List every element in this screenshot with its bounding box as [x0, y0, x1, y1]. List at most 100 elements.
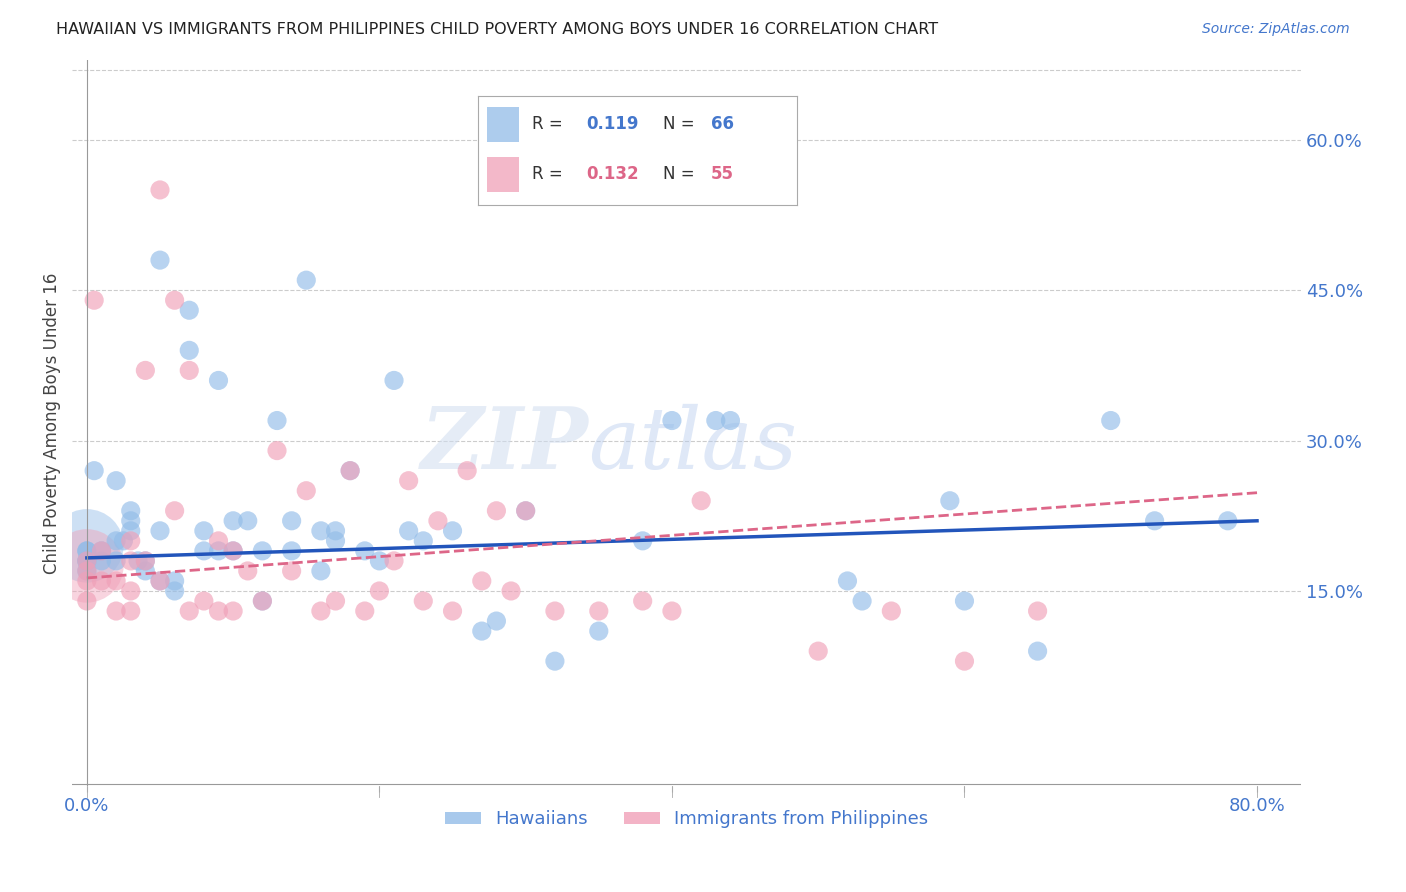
Point [83, 464, 105, 478]
Point [456, 464, 478, 478]
Point [368, 554, 391, 568]
Point [382, 373, 405, 387]
Point [252, 594, 274, 608]
Point [120, 514, 142, 528]
Point [851, 594, 873, 608]
Point [76, 544, 98, 558]
Point [880, 604, 903, 618]
Point [325, 524, 347, 538]
Point [149, 183, 172, 197]
Point [266, 443, 288, 458]
Point [120, 604, 142, 618]
Point [149, 524, 172, 538]
Point [120, 554, 142, 568]
Point [76, 544, 98, 558]
Point [544, 654, 567, 668]
Point [90, 544, 112, 558]
Point [222, 514, 245, 528]
Point [222, 544, 245, 558]
Point [295, 483, 318, 498]
Point [266, 413, 288, 427]
Legend: Hawaiians, Immigrants from Philippines: Hawaiians, Immigrants from Philippines [437, 803, 936, 836]
Point [382, 554, 405, 568]
Point [76, 554, 98, 568]
Text: Source: ZipAtlas.com: Source: ZipAtlas.com [1202, 22, 1350, 37]
Point [398, 524, 420, 538]
Point [1026, 604, 1049, 618]
Point [295, 273, 318, 287]
Point [207, 544, 229, 558]
Point [90, 554, 112, 568]
Point [134, 564, 156, 578]
Point [149, 574, 172, 588]
Point [837, 574, 859, 588]
Point [309, 524, 332, 538]
Point [280, 514, 302, 528]
Point [76, 554, 98, 568]
Point [163, 574, 186, 588]
Point [661, 413, 683, 427]
Point [807, 644, 830, 658]
Point [90, 574, 112, 588]
Point [105, 604, 128, 618]
Point [149, 253, 172, 268]
Point [426, 514, 449, 528]
Point [76, 539, 98, 553]
Point [134, 554, 156, 568]
Point [193, 594, 215, 608]
Point [398, 474, 420, 488]
Point [368, 584, 391, 599]
Point [515, 504, 537, 518]
Point [207, 604, 229, 618]
Point [471, 624, 494, 638]
Point [588, 604, 610, 618]
Point [90, 544, 112, 558]
Point [704, 413, 727, 427]
Point [149, 574, 172, 588]
Point [207, 533, 229, 548]
Point [179, 604, 201, 618]
Point [280, 544, 302, 558]
Point [1026, 644, 1049, 658]
Point [76, 564, 98, 578]
Point [339, 464, 361, 478]
Point [353, 544, 375, 558]
Point [179, 343, 201, 358]
Point [631, 594, 654, 608]
Point [105, 574, 128, 588]
Point [252, 594, 274, 608]
Point [471, 574, 494, 588]
Point [76, 554, 98, 568]
Point [163, 504, 186, 518]
Point [412, 594, 434, 608]
Point [953, 654, 976, 668]
Text: ZIP: ZIP [420, 403, 588, 487]
Point [193, 544, 215, 558]
Point [515, 504, 537, 518]
Point [939, 493, 962, 508]
Point [120, 524, 142, 538]
Point [309, 564, 332, 578]
Point [325, 594, 347, 608]
Point [105, 554, 128, 568]
Text: atlas: atlas [588, 403, 797, 486]
Text: HAWAIIAN VS IMMIGRANTS FROM PHILIPPINES CHILD POVERTY AMONG BOYS UNDER 16 CORREL: HAWAIIAN VS IMMIGRANTS FROM PHILIPPINES … [56, 22, 938, 37]
Point [105, 533, 128, 548]
Point [163, 584, 186, 599]
Point [280, 564, 302, 578]
Point [325, 533, 347, 548]
Point [120, 584, 142, 599]
Point [207, 373, 229, 387]
Point [76, 594, 98, 608]
Point [236, 564, 259, 578]
Point [720, 413, 742, 427]
Point [412, 533, 434, 548]
Point [953, 594, 976, 608]
Point [339, 464, 361, 478]
Point [441, 604, 464, 618]
Point [120, 533, 142, 548]
Point [353, 604, 375, 618]
Point [1216, 514, 1239, 528]
Point [179, 303, 201, 318]
Point [83, 293, 105, 308]
